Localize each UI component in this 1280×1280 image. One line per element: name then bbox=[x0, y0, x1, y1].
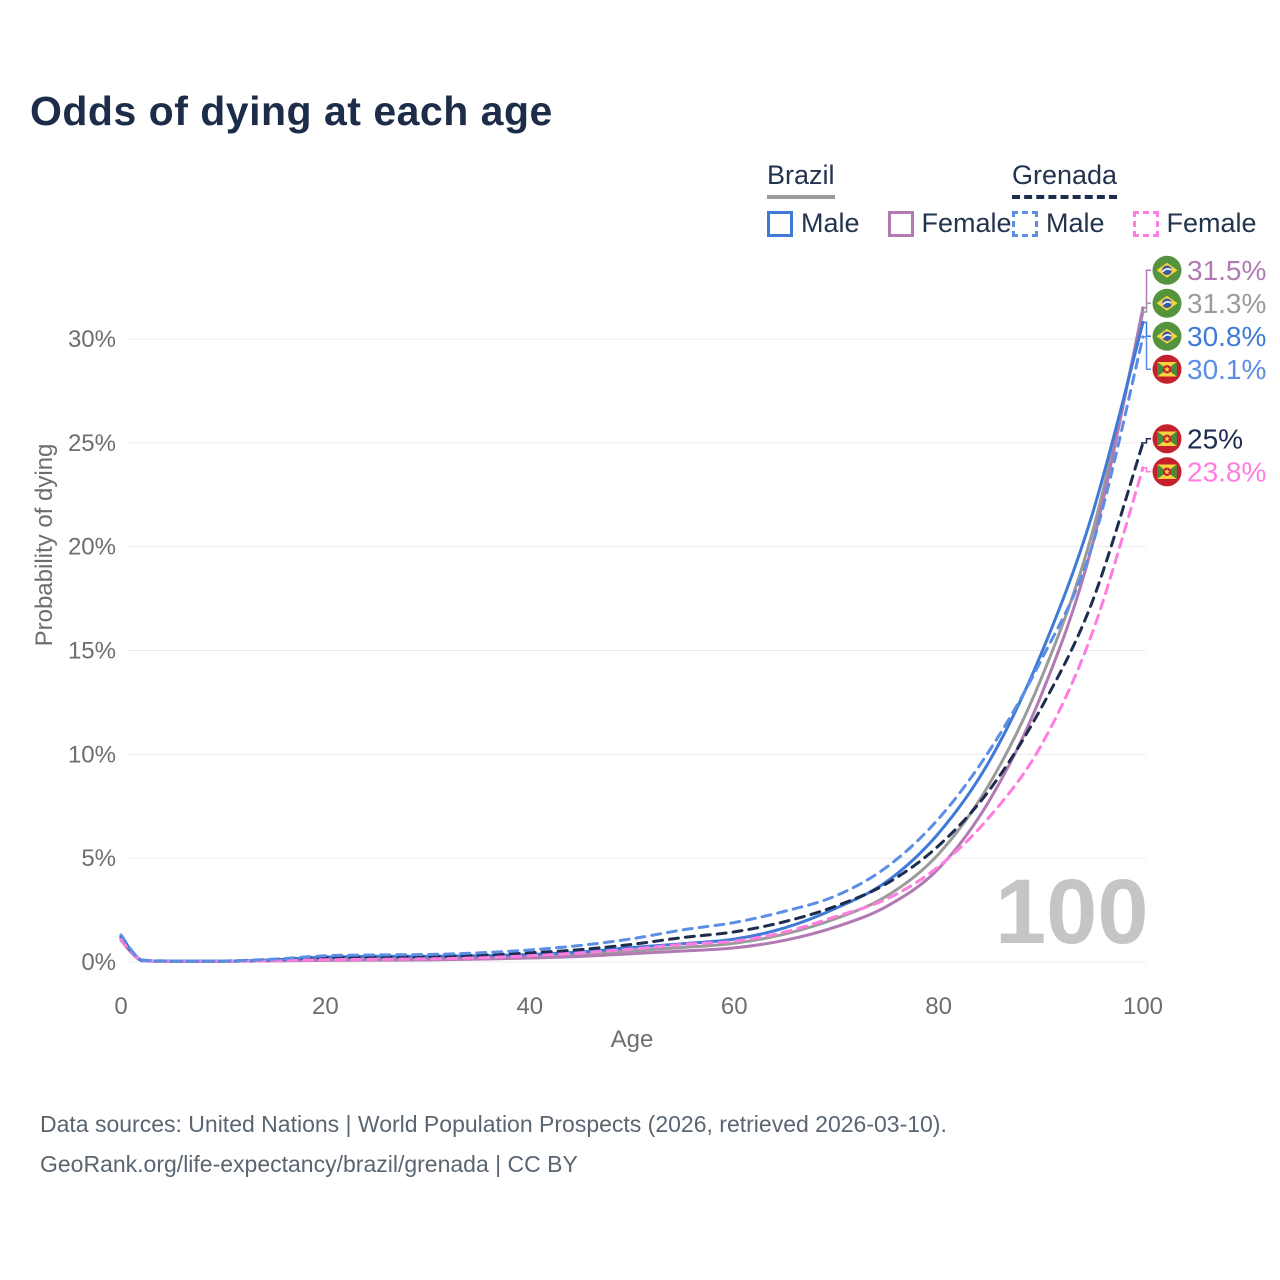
grenada-flag-icon bbox=[1152, 457, 1182, 487]
page-title: Odds of dying at each age bbox=[30, 88, 553, 134]
grenada-flag-icon bbox=[1152, 354, 1182, 384]
x-tick-label: 100 bbox=[1123, 993, 1163, 1020]
legend-item-grenada-male[interactable]: Male bbox=[1012, 208, 1105, 239]
legend-country-brazil: Brazil bbox=[767, 160, 835, 199]
x-tick-label: 60 bbox=[721, 993, 748, 1020]
legend-group-grenada: Grenada Male Female bbox=[1012, 160, 1257, 239]
series-line-brazil-female bbox=[119, 306, 1145, 963]
series-line-brazil-both bbox=[119, 310, 1145, 963]
label-connector-line bbox=[1141, 321, 1151, 338]
series-line-grenada-female bbox=[119, 466, 1145, 963]
brazil-female-swatch-icon bbox=[887, 210, 914, 237]
y-tick-label: 0% bbox=[81, 949, 116, 976]
x-tick-label: 0 bbox=[114, 993, 127, 1020]
brazil-male-swatch-icon bbox=[767, 210, 793, 237]
end-value-label: 30.1% bbox=[1187, 354, 1266, 385]
end-value-label: 30.8% bbox=[1187, 321, 1266, 352]
x-tick-label: 80 bbox=[925, 993, 952, 1020]
y-tick-label: 10% bbox=[68, 741, 116, 768]
label-connector-line bbox=[1141, 438, 1151, 444]
legend-item-grenada-female[interactable]: Female bbox=[1132, 208, 1257, 239]
grenada-flag-icon bbox=[1152, 424, 1182, 454]
brazil-flag-icon bbox=[1152, 288, 1182, 318]
end-value-label: 31.5% bbox=[1187, 255, 1266, 286]
series-line-brazil-male bbox=[119, 320, 1145, 963]
legend-item-label: Male bbox=[801, 208, 860, 238]
end-value-label: 31.3% bbox=[1187, 288, 1266, 319]
legend-item-label: Female bbox=[1166, 208, 1257, 238]
legend-item-brazil-female[interactable]: Female bbox=[887, 208, 1012, 239]
label-connector-line bbox=[1141, 302, 1151, 313]
y-tick-label: 15% bbox=[68, 638, 116, 665]
brazil-flag-icon bbox=[1152, 255, 1182, 285]
legend-item-label: Female bbox=[921, 208, 1012, 238]
footer-sources: Data sources: United Nations | World Pop… bbox=[40, 1111, 947, 1137]
end-value-label: 25% bbox=[1187, 423, 1243, 454]
y-tick-label: 25% bbox=[68, 430, 116, 457]
y-tick-label: 30% bbox=[68, 326, 116, 353]
x-tick-label: 20 bbox=[312, 993, 339, 1020]
x-tick-label: 40 bbox=[516, 993, 543, 1020]
legend-item-brazil-male[interactable]: Male bbox=[767, 208, 860, 239]
legend-item-label: Male bbox=[1046, 208, 1105, 238]
end-value-label: 23.8% bbox=[1187, 456, 1266, 487]
footer-link: GeoRank.org/life-expectancy/brazil/grena… bbox=[40, 1151, 578, 1177]
series-line-grenada-both bbox=[119, 441, 1145, 963]
series-line-grenada-male bbox=[119, 335, 1145, 963]
label-connector-line bbox=[1141, 336, 1151, 371]
age-watermark: 100 bbox=[995, 861, 1149, 963]
y-tick-label: 20% bbox=[68, 534, 116, 561]
grenada-male-swatch-icon bbox=[1012, 210, 1038, 237]
legend-group-brazil: Brazil Male Female bbox=[767, 160, 1012, 239]
brazil-flag-icon bbox=[1152, 321, 1182, 351]
legend-country-grenada: Grenada bbox=[1012, 160, 1118, 199]
x-axis-title: Age bbox=[610, 1026, 654, 1053]
label-connector-line bbox=[1141, 269, 1151, 309]
grenada-female-swatch-icon bbox=[1132, 210, 1159, 237]
footer: Data sources: United Nations | World Pop… bbox=[40, 1104, 947, 1184]
label-connector-line bbox=[1141, 467, 1151, 473]
y-tick-label: 5% bbox=[81, 845, 116, 872]
